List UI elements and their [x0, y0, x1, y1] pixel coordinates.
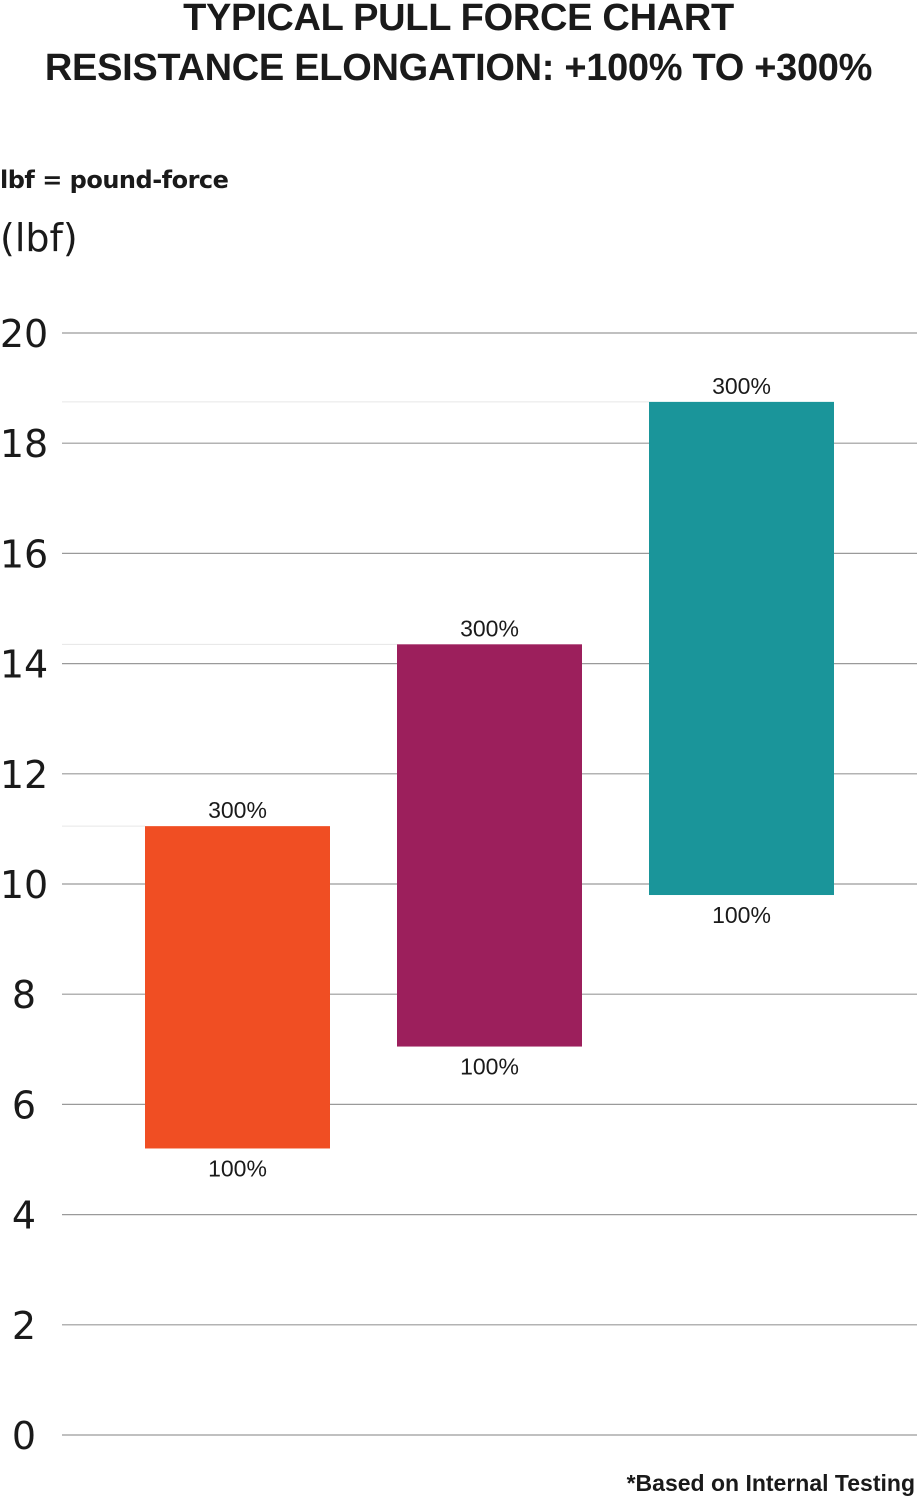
y-tick-label: 14: [0, 643, 48, 687]
y-tick-label: 16: [0, 532, 48, 576]
bar-low-label: 100%: [712, 902, 771, 928]
y-tick-label: 2: [12, 1304, 36, 1348]
y-tick-label: 8: [12, 973, 36, 1017]
chart-title: TYPICAL PULL FORCE CHART: [183, 0, 734, 39]
range-bar: [145, 826, 330, 1149]
bar-high-label: 300%: [460, 615, 519, 641]
y-tick-label: 18: [0, 422, 48, 466]
y-tick-label: 6: [12, 1083, 36, 1127]
y-tick-label: 20: [0, 312, 48, 356]
bar-low-label: 100%: [208, 1155, 267, 1181]
footnote: *Based on Internal Testing: [626, 1470, 915, 1496]
y-tick-label: 0: [12, 1414, 36, 1458]
range-bar: [649, 401, 834, 896]
y-tick-label: 12: [0, 753, 48, 797]
y-axis-label: (lbf): [0, 216, 78, 260]
bar-high-label: 300%: [712, 373, 771, 399]
range-bar: [397, 644, 582, 1047]
y-tick-label: 4: [12, 1194, 36, 1238]
unit-note: lbf = pound-force: [0, 166, 229, 194]
chart-subtitle: RESISTANCE ELONGATION: +100% TO +300%: [44, 47, 873, 89]
bar-high-label: 300%: [208, 797, 267, 823]
bar-low-label: 100%: [460, 1054, 519, 1080]
y-tick-label: 10: [0, 863, 48, 907]
